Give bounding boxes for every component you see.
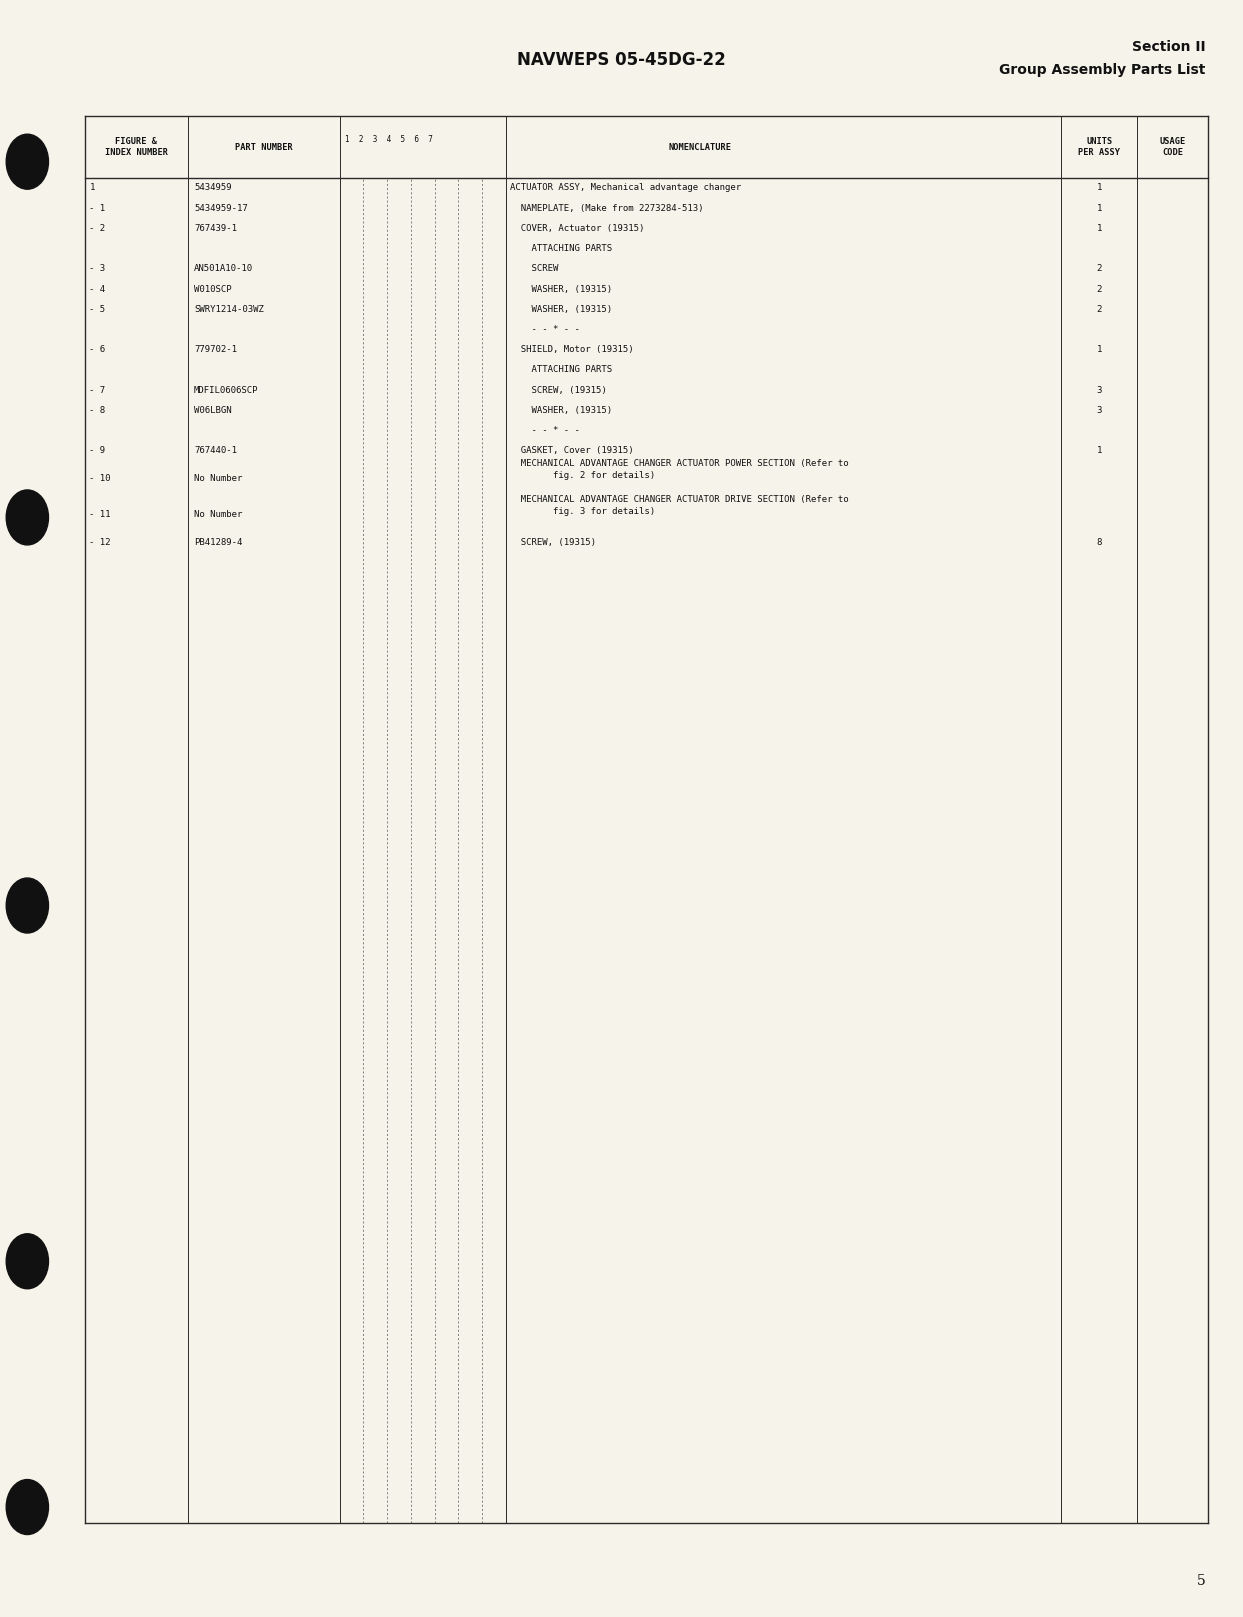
Text: 3: 3 bbox=[1096, 406, 1101, 416]
Text: ACTUATOR ASSY, Mechanical advantage changer: ACTUATOR ASSY, Mechanical advantage chan… bbox=[510, 183, 741, 192]
Circle shape bbox=[6, 878, 48, 933]
Text: W06LBGN: W06LBGN bbox=[194, 406, 231, 416]
Text: UNITS
PER ASSY: UNITS PER ASSY bbox=[1078, 137, 1120, 157]
Text: WASHER, (19315): WASHER, (19315) bbox=[510, 304, 612, 314]
Text: 1: 1 bbox=[1096, 344, 1101, 354]
Text: - 9: - 9 bbox=[89, 446, 106, 456]
Text: Section II: Section II bbox=[1132, 40, 1206, 53]
Text: SWRY1214-03WZ: SWRY1214-03WZ bbox=[194, 304, 264, 314]
Text: USAGE
CODE: USAGE CODE bbox=[1160, 137, 1186, 157]
Text: - 1: - 1 bbox=[89, 204, 106, 213]
Text: - 11: - 11 bbox=[89, 509, 111, 519]
Text: WASHER, (19315): WASHER, (19315) bbox=[510, 406, 612, 416]
Text: 3: 3 bbox=[1096, 385, 1101, 395]
Text: 1: 1 bbox=[1096, 204, 1101, 213]
Circle shape bbox=[6, 1480, 48, 1535]
Text: SCREW: SCREW bbox=[510, 264, 558, 273]
Text: SCREW, (19315): SCREW, (19315) bbox=[510, 537, 595, 547]
Text: No Number: No Number bbox=[194, 509, 242, 519]
Text: 767439-1: 767439-1 bbox=[194, 223, 237, 233]
Text: 5434959-17: 5434959-17 bbox=[194, 204, 247, 213]
Text: COVER, Actuator (19315): COVER, Actuator (19315) bbox=[510, 223, 644, 233]
Text: PART NUMBER: PART NUMBER bbox=[235, 142, 292, 152]
Text: Group Assembly Parts List: Group Assembly Parts List bbox=[999, 63, 1206, 76]
Text: No Number: No Number bbox=[194, 474, 242, 483]
Text: 779702-1: 779702-1 bbox=[194, 344, 237, 354]
Text: MECHANICAL ADVANTAGE CHANGER ACTUATOR DRIVE SECTION (Refer to
        fig. 3 for: MECHANICAL ADVANTAGE CHANGER ACTUATOR DR… bbox=[510, 495, 848, 516]
Text: - 2: - 2 bbox=[89, 223, 106, 233]
Text: 1  2  3  4  5  6  7: 1 2 3 4 5 6 7 bbox=[344, 134, 433, 144]
Text: SCREW, (19315): SCREW, (19315) bbox=[510, 385, 607, 395]
Text: ATTACHING PARTS: ATTACHING PARTS bbox=[510, 365, 612, 375]
Text: FIGURE &
INDEX NUMBER: FIGURE & INDEX NUMBER bbox=[104, 137, 168, 157]
Text: WASHER, (19315): WASHER, (19315) bbox=[510, 285, 612, 294]
Text: - 7: - 7 bbox=[89, 385, 106, 395]
Text: ATTACHING PARTS: ATTACHING PARTS bbox=[510, 244, 612, 254]
Text: NOMENCLATURE: NOMENCLATURE bbox=[669, 142, 732, 152]
Text: 1: 1 bbox=[89, 183, 94, 192]
Text: 2: 2 bbox=[1096, 264, 1101, 273]
Text: 8: 8 bbox=[1096, 537, 1101, 547]
Text: NAMEPLATE, (Make from 2273284-513): NAMEPLATE, (Make from 2273284-513) bbox=[510, 204, 704, 213]
Text: - 6: - 6 bbox=[89, 344, 106, 354]
Text: 2: 2 bbox=[1096, 285, 1101, 294]
Text: MECHANICAL ADVANTAGE CHANGER ACTUATOR POWER SECTION (Refer to
        fig. 2 for: MECHANICAL ADVANTAGE CHANGER ACTUATOR PO… bbox=[510, 459, 848, 480]
Text: AN501A10-10: AN501A10-10 bbox=[194, 264, 254, 273]
Text: 1: 1 bbox=[1096, 183, 1101, 192]
Text: - 8: - 8 bbox=[89, 406, 106, 416]
Text: - 10: - 10 bbox=[89, 474, 111, 483]
Text: - 4: - 4 bbox=[89, 285, 106, 294]
Circle shape bbox=[6, 1234, 48, 1289]
Text: 1: 1 bbox=[1096, 446, 1101, 456]
Text: - - * - -: - - * - - bbox=[510, 325, 579, 335]
Text: GASKET, Cover (19315): GASKET, Cover (19315) bbox=[510, 446, 633, 456]
Text: W010SCP: W010SCP bbox=[194, 285, 231, 294]
Text: - 12: - 12 bbox=[89, 537, 111, 547]
Text: SHIELD, Motor (19315): SHIELD, Motor (19315) bbox=[510, 344, 633, 354]
Text: - 3: - 3 bbox=[89, 264, 106, 273]
Text: - - * - -: - - * - - bbox=[510, 425, 579, 435]
Text: 5: 5 bbox=[1197, 1575, 1206, 1588]
Text: 767440-1: 767440-1 bbox=[194, 446, 237, 456]
Text: MDFIL0606SCP: MDFIL0606SCP bbox=[194, 385, 259, 395]
Text: 1: 1 bbox=[1096, 223, 1101, 233]
Text: 5434959: 5434959 bbox=[194, 183, 231, 192]
Circle shape bbox=[6, 490, 48, 545]
Circle shape bbox=[6, 134, 48, 189]
Text: 2: 2 bbox=[1096, 304, 1101, 314]
Text: NAVWEPS 05-45DG-22: NAVWEPS 05-45DG-22 bbox=[517, 50, 726, 70]
Text: PB41289-4: PB41289-4 bbox=[194, 537, 242, 547]
Text: - 5: - 5 bbox=[89, 304, 106, 314]
